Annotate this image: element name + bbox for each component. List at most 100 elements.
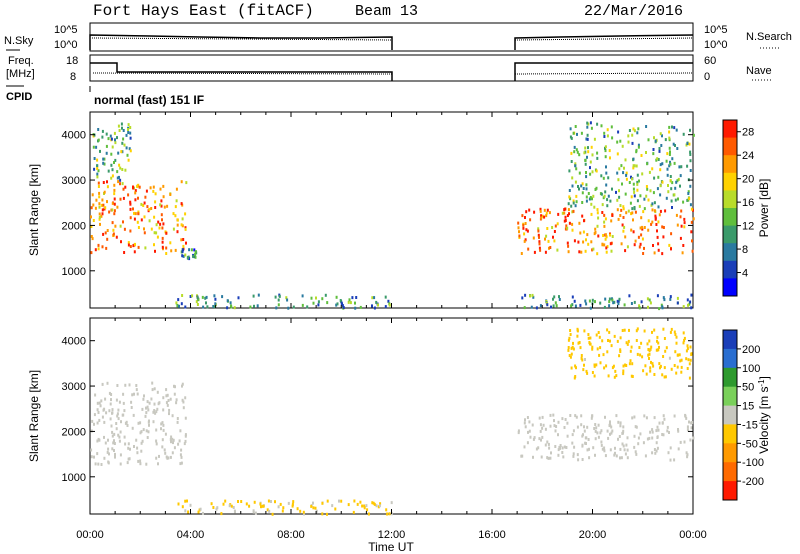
echo-cell	[547, 456, 550, 460]
echo-cell	[580, 423, 583, 427]
echo-cell	[202, 305, 205, 309]
echo-cell	[612, 364, 615, 368]
echo-cell	[680, 165, 683, 169]
echo-cell	[611, 136, 614, 140]
power-frame	[89, 111, 694, 309]
echo-cell	[103, 420, 106, 424]
echo-cell	[277, 303, 280, 307]
echo-cell	[669, 179, 672, 183]
echo-cell	[149, 186, 152, 190]
echo-cell	[287, 306, 290, 310]
echo-cell	[517, 221, 520, 225]
echo-cell	[628, 362, 631, 366]
echo-cell	[184, 416, 187, 420]
echo-cell	[312, 501, 314, 505]
colorbar-tick-label: 16	[742, 197, 754, 209]
echo-cell	[666, 173, 669, 177]
echo-cell	[259, 502, 262, 506]
echo-cell	[102, 157, 105, 161]
echo-cell	[621, 144, 624, 148]
echo-cell	[668, 356, 671, 360]
echo-cell	[162, 428, 165, 432]
echo-cell	[181, 217, 184, 221]
echo-cell	[167, 399, 170, 402]
echo-cell	[592, 194, 595, 198]
echo-cell	[559, 446, 561, 450]
echo-cell	[610, 249, 613, 253]
echo-cell	[663, 366, 666, 370]
echo-cell	[605, 364, 608, 368]
echo-cell	[625, 171, 628, 175]
echo-cell	[603, 220, 606, 224]
echo-cell	[603, 224, 606, 228]
y-tick-label: 2000	[62, 220, 86, 232]
freq-label-2: [MHz]	[6, 68, 35, 80]
echo-cell	[222, 502, 225, 506]
echo-cell	[125, 146, 128, 150]
echo-cell	[630, 212, 632, 216]
echo-cell	[171, 451, 174, 455]
echo-cell	[642, 252, 645, 255]
echo-cell	[155, 428, 158, 432]
echo-cell	[134, 212, 137, 216]
echo-cell	[557, 448, 560, 452]
echo-cell	[638, 245, 641, 249]
nave-label: Nave	[746, 65, 772, 77]
echo-cell	[543, 208, 546, 212]
echo-cell	[97, 128, 100, 131]
echo-cell	[601, 203, 604, 207]
echo-cell	[585, 171, 587, 174]
echo-cell	[586, 133, 589, 137]
echo-cell	[108, 391, 111, 395]
echo-cell	[658, 362, 661, 366]
echo-cell	[586, 448, 589, 452]
colorbar-tick-label: 24	[742, 150, 754, 162]
echo-cell	[626, 245, 629, 249]
echo-cell	[119, 182, 121, 186]
echo-cell	[657, 158, 660, 161]
colorbar-swatch	[723, 386, 737, 407]
echo-cell	[137, 212, 140, 216]
echo-cell	[388, 512, 391, 516]
echo-cell	[663, 337, 666, 340]
echo-cell	[120, 122, 123, 126]
nsky-label: N.Sky	[4, 35, 34, 47]
echo-cell	[686, 164, 689, 168]
echo-cell	[220, 512, 223, 516]
echo-cell	[306, 305, 309, 309]
echo-cell	[539, 207, 542, 211]
echo-cell	[603, 135, 606, 138]
power-echoes	[90, 121, 695, 311]
echo-cell	[631, 416, 634, 420]
echo-cell	[643, 246, 645, 250]
echo-cell	[647, 353, 650, 357]
nsky-trace-2	[514, 34, 694, 50]
freq-tick-top: 18	[66, 55, 78, 67]
echo-cell	[129, 245, 132, 248]
echo-cell	[586, 425, 589, 429]
echo-cell	[133, 217, 136, 221]
echo-cell	[156, 390, 159, 394]
echo-cell	[105, 151, 108, 155]
echo-cell	[326, 301, 329, 305]
echo-cell	[326, 512, 328, 516]
freq-label-1: Freq.	[8, 55, 34, 67]
y-tick-label: 3000	[62, 381, 86, 393]
echo-cell	[185, 181, 188, 185]
echo-cell	[686, 428, 689, 432]
echo-cell	[372, 501, 375, 505]
echo-cell	[176, 218, 179, 222]
echo-cell	[143, 394, 145, 398]
echo-cell	[97, 181, 100, 185]
echo-cell	[121, 168, 124, 171]
echo-cell	[153, 215, 156, 219]
echo-cell	[607, 374, 610, 378]
echo-cell	[191, 294, 194, 298]
echo-cell	[591, 371, 594, 374]
echo-cell	[144, 195, 147, 199]
echo-cell	[631, 207, 634, 211]
echo-cell	[625, 364, 628, 367]
echo-cell	[613, 300, 616, 304]
echo-cell	[112, 232, 115, 236]
echo-cell	[91, 237, 94, 241]
